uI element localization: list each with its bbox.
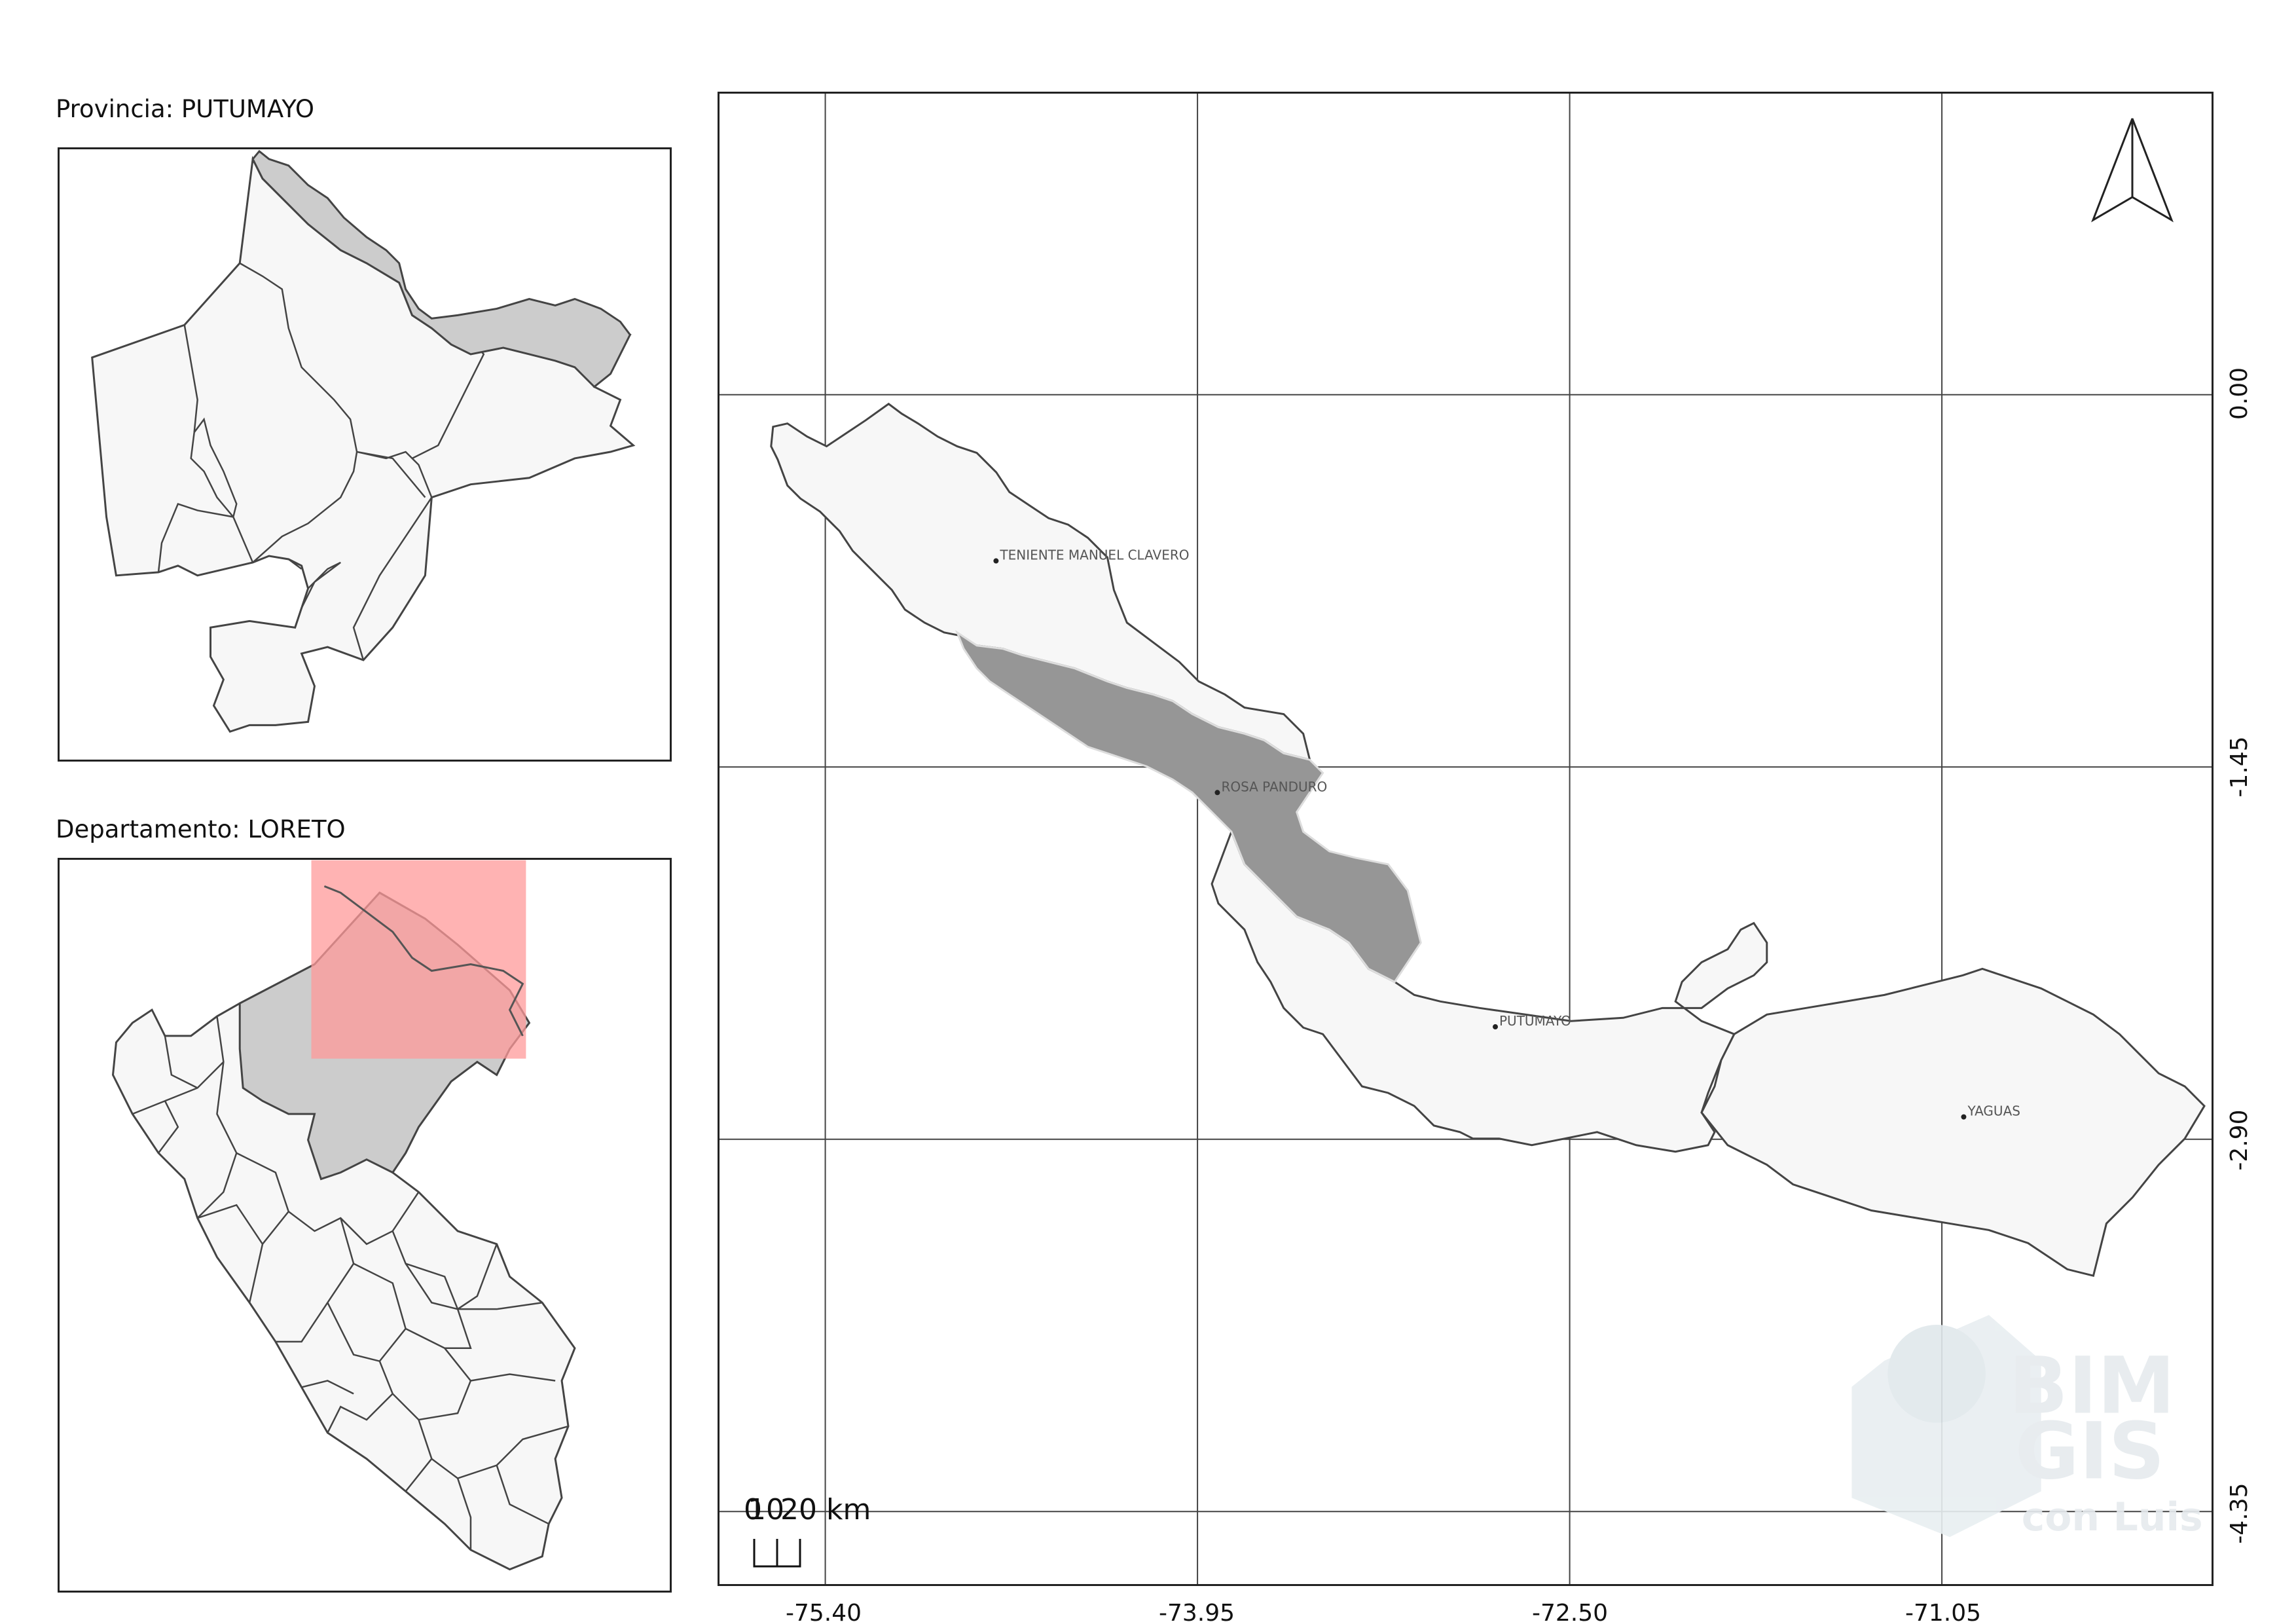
y-tick-label: -4.35 [2226, 1483, 2253, 1543]
district-yaguas [1700, 967, 2206, 1278]
y-tick-label: -1.45 [2226, 736, 2253, 797]
watermark-text-3: con Luis [2022, 1494, 2203, 1540]
watermark-text-1: BIM [2009, 1341, 2176, 1432]
highlighted-district [251, 149, 632, 388]
y-tick-label: -2.90 [2226, 1109, 2253, 1170]
department-inset-map [58, 858, 672, 1593]
north-arrow-icon [2091, 118, 2174, 223]
x-tick-label: -75.40 [786, 1600, 862, 1624]
province-districts-svg [91, 149, 636, 733]
y-tick-labels: 0.00 -1.45 -2.90 -4.35 [2226, 367, 2253, 1544]
peru-departments-svg [111, 860, 576, 1571]
province-inset-map [58, 147, 672, 762]
x-tick-label: -73.95 [1159, 1600, 1235, 1624]
main-map-svg: BIM GIS con Luis [720, 94, 2212, 1584]
x-tick-label: -71.05 [1905, 1600, 1981, 1624]
watermark-logo: BIM GIS con Luis [1851, 1315, 2203, 1540]
x-tick-label: -72.50 [1532, 1600, 1608, 1624]
department-boundaries [132, 1016, 569, 1550]
person-icon [1887, 1325, 1986, 1423]
locator-box [311, 860, 526, 1059]
province-inset-title: Provincia: PUTUMAYO [56, 95, 314, 123]
putumayo-in-locator [323, 885, 524, 1037]
district-rosa-panduro [955, 629, 1422, 984]
y-tick-label: 0.00 [2226, 367, 2253, 420]
x-tick-labels: -75.40 -73.95 -72.50 -71.05 [786, 1600, 1981, 1624]
department-inset-title: Departamento: LORETO [56, 815, 346, 843]
watermark-text-2: GIS [2015, 1406, 2165, 1497]
main-map: BIM GIS con Luis [718, 92, 2214, 1586]
district-boundary [157, 262, 485, 661]
